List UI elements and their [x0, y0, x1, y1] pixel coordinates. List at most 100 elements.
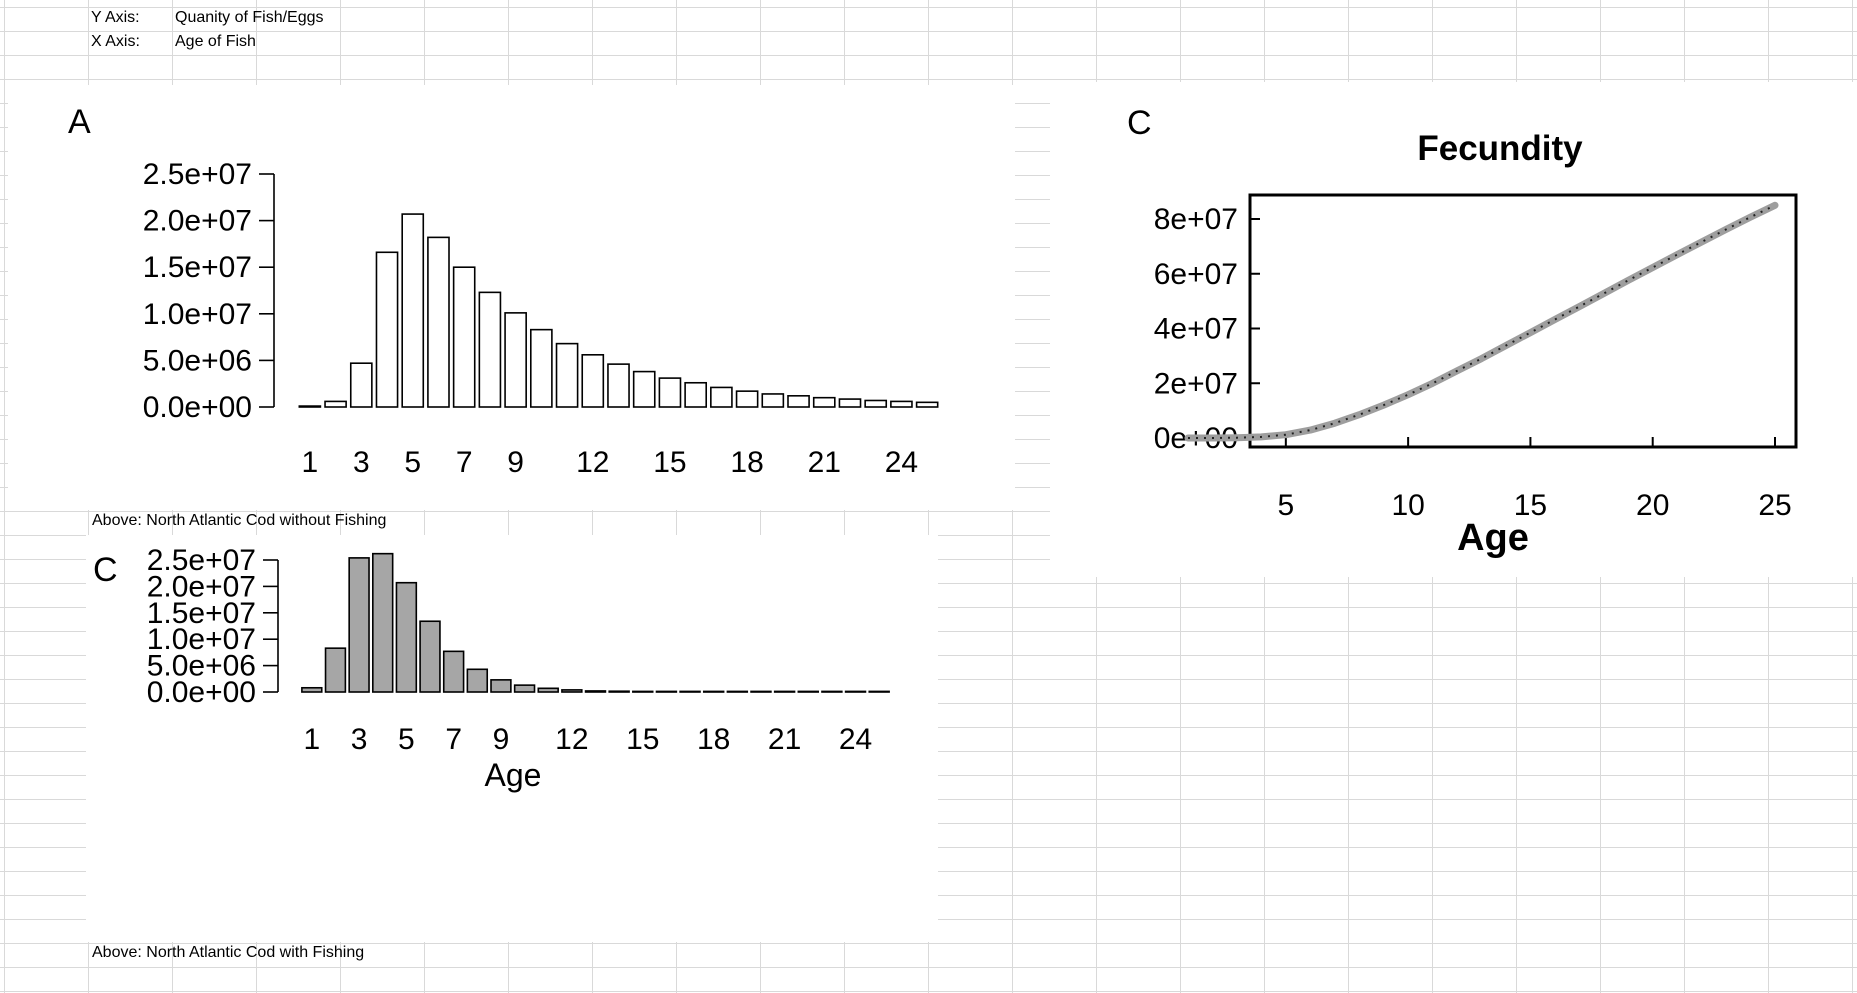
chart-b-x-tick-label: 15 — [626, 723, 659, 756]
chart-b-panel-letter: C — [93, 551, 118, 589]
chart-b-bar — [797, 690, 819, 693]
chart-b-x-tick-label: 5 — [398, 723, 415, 756]
chart-c-series-line — [1184, 201, 1779, 442]
chart-b-bar — [513, 684, 536, 693]
chart-c-x-tick-label: 10 — [1391, 489, 1424, 522]
chart-b-bar — [702, 690, 725, 693]
chart-a-bar — [555, 342, 579, 408]
chart-b-bar — [442, 650, 465, 693]
chart-b-y-tick-label: 0.0e+00 — [147, 676, 256, 709]
chart-a-bar — [298, 405, 322, 408]
chart-b-bar — [419, 620, 441, 693]
chart-b-bar — [773, 690, 796, 693]
chart-b-x-tick-label: 24 — [839, 723, 872, 756]
chart-a-svg: A 0.0e+00 5.0e+06 1.0e+07 1.5e+07 2.0e+07 2.5… — [68, 103, 939, 479]
chart-b-x-tick-label: 9 — [493, 723, 510, 756]
chart-a-bar — [632, 370, 656, 408]
chart-a-bar — [812, 396, 836, 408]
chart-a-bar — [478, 291, 502, 408]
chart-b-x-tick-label: 7 — [445, 723, 462, 756]
chart-a-x-tick-label: 15 — [653, 446, 686, 479]
chart-c-series-dots — [1188, 204, 1776, 439]
chart-a-bar — [349, 362, 373, 408]
chart-a-bar — [735, 390, 759, 408]
chart-b-bar — [726, 690, 749, 693]
x-axis-label-cell[interactable]: X Axis: — [91, 33, 140, 50]
chart-a-x-tick-label: 5 — [404, 446, 421, 479]
chart-a-bar — [684, 381, 708, 408]
chart-c-x-tick-label: 25 — [1758, 489, 1791, 522]
chart-b-panel[interactable]: C 0.0e+00 5.0e+06 1.0e+07 1.5e+07 2.0e+07 2.5… — [86, 535, 938, 942]
chart-a-bar — [787, 395, 810, 408]
chart-b-bar — [537, 687, 559, 693]
chart-a-bar — [581, 354, 605, 408]
chart-b-y-tick-label: 2.5e+07 — [147, 544, 256, 577]
chart-b-y-tick-label: 5.0e+06 — [147, 650, 256, 683]
chart-a-bar — [401, 213, 425, 408]
chart-a-bar — [504, 312, 527, 408]
chart-a-bar — [710, 386, 733, 408]
chart-b-bar — [679, 690, 701, 693]
chart-b-bar — [584, 690, 607, 693]
chart-a-bar — [658, 377, 682, 408]
chart-a-x-tick-label: 24 — [885, 446, 918, 479]
chart-c-plot-frame — [1248, 193, 1798, 449]
chart-a-bar — [607, 363, 630, 408]
chart-c-y-tick-label: 6e+07 — [1154, 258, 1238, 291]
chart-c-panel[interactable]: C Fecundity 0e+00 2e+07 4e+07 6e+07 8e+07 5 10 1… — [1050, 82, 1857, 577]
chart-b-bar — [868, 690, 890, 693]
chart-a-panel[interactable]: A 0.0e+00 5.0e+06 1.0e+07 1.5e+07 2.0e+07 2.5… — [8, 85, 1015, 510]
chart-b-x-tick-label: 3 — [351, 723, 368, 756]
chart-a-x-tick-label: 1 — [302, 446, 319, 479]
chart-a-x-tick-label: 3 — [353, 446, 370, 479]
chart-a-bar — [324, 400, 347, 408]
chart-b-bar — [750, 690, 772, 693]
chart-b-bar — [608, 690, 630, 693]
chart-a-bar — [529, 328, 553, 408]
chart-a-bar — [761, 393, 785, 408]
y-axis-label-cell[interactable]: Y Axis: — [91, 9, 140, 26]
chart-b-x-tick-label: 1 — [303, 723, 320, 756]
caption-without-fishing[interactable]: Above: North Atlantic Cod without Fishin… — [92, 512, 387, 529]
chart-a-x-tick-label: 18 — [730, 446, 763, 479]
x-axis-value-cell[interactable]: Age of Fish — [175, 33, 256, 50]
chart-b-bar — [395, 581, 418, 693]
chart-b-bar — [372, 552, 394, 693]
chart-b-bar — [324, 647, 347, 693]
chart-b-bar — [466, 668, 489, 693]
chart-b-bar — [348, 557, 370, 693]
chart-b-bar — [561, 689, 583, 693]
chart-c-y-tick-label: 8e+07 — [1154, 203, 1238, 236]
y-axis-value-cell[interactable]: Quanity of Fish/Eggs — [175, 9, 324, 26]
chart-a-bar — [890, 400, 913, 408]
chart-a-bar — [375, 251, 399, 408]
chart-c-title: Fecundity — [1417, 129, 1583, 168]
chart-a-y-tick-label: 0.0e+00 — [143, 391, 252, 424]
chart-a-bar — [427, 236, 450, 408]
chart-a-y-tick-label: 1.5e+07 — [143, 251, 252, 284]
chart-a-y-tick-label: 2.5e+07 — [143, 158, 252, 191]
chart-a-x-tick-label: 21 — [808, 446, 841, 479]
chart-b-x-tick-label: 21 — [768, 723, 801, 756]
chart-c-x-tick-label: 20 — [1636, 489, 1669, 522]
chart-c-x-tick-label: 5 — [1277, 489, 1294, 522]
chart-b-bar — [844, 690, 867, 693]
chart-a-panel-letter: A — [68, 103, 91, 141]
caption-with-fishing[interactable]: Above: North Atlantic Cod with Fishing — [92, 944, 365, 961]
chart-c-panel-letter: C — [1127, 104, 1152, 142]
chart-a-x-tick-label: 12 — [576, 446, 609, 479]
chart-a-bar — [915, 401, 939, 408]
chart-b-x-tick-label: 18 — [697, 723, 730, 756]
chart-b-y-tick-label: 1.5e+07 — [147, 597, 256, 630]
chart-a-bar — [864, 399, 888, 408]
chart-b-x-tick-label: 12 — [555, 723, 588, 756]
chart-a-bar — [838, 398, 862, 408]
chart-b-svg: C 0.0e+005.0e+061.0e+071.5e+072.0e+072.5… — [93, 544, 890, 793]
chart-a-y-tick-label: 2.0e+07 — [143, 205, 252, 238]
chart-a-bar — [452, 266, 476, 408]
chart-b-x-axis-title: Age — [485, 757, 542, 793]
chart-a-y-tick-label: 5.0e+06 — [143, 344, 252, 377]
chart-b-y-tick-label: 2.0e+07 — [147, 570, 256, 603]
chart-c-x-axis-title: Age — [1457, 517, 1529, 559]
